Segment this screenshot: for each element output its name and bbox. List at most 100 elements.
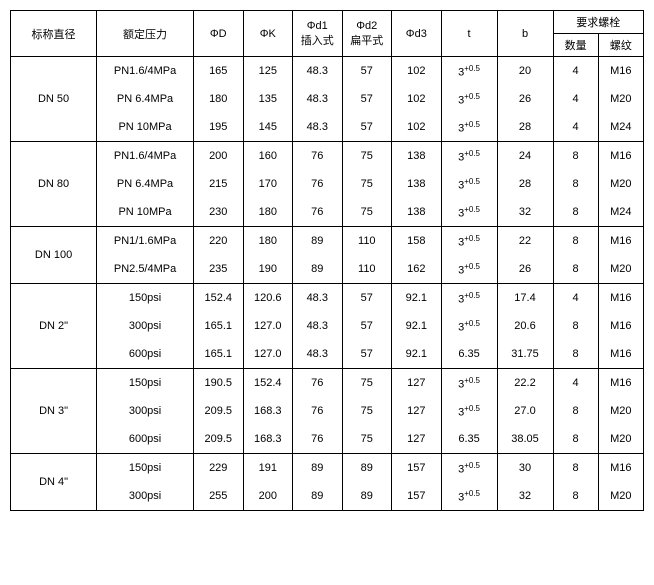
phiK-cell: 180 [243, 227, 293, 256]
b-cell: 26 [497, 85, 553, 113]
b-cell: 24 [497, 142, 553, 171]
b-cell: 20.6 [497, 312, 553, 340]
nominal-cell: DN 2" [11, 284, 97, 369]
thread-cell: M24 [598, 113, 643, 142]
t-cell: 3+0.5 [441, 255, 497, 284]
phiK-cell: 135 [243, 85, 293, 113]
phiD-cell: 209.5 [193, 397, 243, 425]
t-cell: 3+0.5 [441, 312, 497, 340]
phiD-cell: 255 [193, 482, 243, 511]
pressure-cell: 150psi [97, 284, 194, 313]
thread-cell: M20 [598, 425, 643, 454]
table-row: PN 6.4MPa18013548.3571023+0.5264M20 [11, 85, 644, 113]
t-cell: 3+0.5 [441, 113, 497, 142]
phid2-cell: 75 [342, 425, 392, 454]
pressure-cell: 300psi [97, 482, 194, 511]
phid2-cell: 75 [342, 170, 392, 198]
t-cell: 3+0.5 [441, 284, 497, 313]
table-row: 600psi209.5168.376751276.3538.058M20 [11, 425, 644, 454]
nominal-cell: DN 3" [11, 369, 97, 454]
table-body: DN 50PN1.6/4MPa16512548.3571023+0.5204M1… [11, 57, 644, 511]
phiD-cell: 235 [193, 255, 243, 284]
phid3-cell: 92.1 [392, 340, 442, 369]
pressure-cell: PN 6.4MPa [97, 85, 194, 113]
header-phiD: ΦD [193, 11, 243, 57]
phid3-cell: 138 [392, 170, 442, 198]
qty-cell: 8 [553, 425, 598, 454]
qty-cell: 8 [553, 340, 598, 369]
phid1-cell: 76 [293, 425, 343, 454]
t-cell: 6.35 [441, 425, 497, 454]
nominal-cell: DN 4" [11, 454, 97, 511]
t-cell: 3+0.5 [441, 142, 497, 171]
phid2-cell: 57 [342, 85, 392, 113]
table-row: 300psi165.1127.048.35792.13+0.520.68M16 [11, 312, 644, 340]
phiK-cell: 190 [243, 255, 293, 284]
phid2-cell: 75 [342, 397, 392, 425]
b-cell: 22.2 [497, 369, 553, 398]
table-row: 600psi165.1127.048.35792.16.3531.758M16 [11, 340, 644, 369]
phiK-cell: 145 [243, 113, 293, 142]
phid1-cell: 76 [293, 397, 343, 425]
thread-cell: M16 [598, 340, 643, 369]
thread-cell: M16 [598, 57, 643, 86]
pressure-cell: PN1.6/4MPa [97, 57, 194, 86]
phiK-cell: 180 [243, 198, 293, 227]
phiK-cell: 127.0 [243, 340, 293, 369]
header-thread: 螺纹 [598, 34, 643, 57]
b-cell: 26 [497, 255, 553, 284]
thread-cell: M20 [598, 170, 643, 198]
phiD-cell: 200 [193, 142, 243, 171]
b-cell: 28 [497, 113, 553, 142]
phid1-cell: 76 [293, 198, 343, 227]
phid2-cell: 57 [342, 113, 392, 142]
header-bolt: 要求螺栓 [553, 11, 644, 34]
t-cell: 3+0.5 [441, 227, 497, 256]
phiD-cell: 165.1 [193, 312, 243, 340]
phid1-cell: 89 [293, 255, 343, 284]
t-cell: 3+0.5 [441, 85, 497, 113]
phid2-cell: 89 [342, 482, 392, 511]
phiD-cell: 230 [193, 198, 243, 227]
b-cell: 28 [497, 170, 553, 198]
pressure-cell: PN 6.4MPa [97, 170, 194, 198]
qty-cell: 8 [553, 397, 598, 425]
table-row: DN 100PN1/1.6MPa220180891101583+0.5228M1… [11, 227, 644, 256]
phid1-cell: 48.3 [293, 340, 343, 369]
phid2-cell: 57 [342, 284, 392, 313]
pressure-cell: 600psi [97, 425, 194, 454]
qty-cell: 4 [553, 85, 598, 113]
pressure-cell: 150psi [97, 369, 194, 398]
phiD-cell: 152.4 [193, 284, 243, 313]
b-cell: 32 [497, 482, 553, 511]
phid3-cell: 127 [392, 425, 442, 454]
phid1-cell: 89 [293, 454, 343, 483]
qty-cell: 8 [553, 170, 598, 198]
t-cell: 3+0.5 [441, 57, 497, 86]
phiK-cell: 191 [243, 454, 293, 483]
table-row: DN 3"150psi190.5152.476751273+0.522.24M1… [11, 369, 644, 398]
t-cell: 3+0.5 [441, 170, 497, 198]
phid3-cell: 102 [392, 113, 442, 142]
phid1-cell: 89 [293, 227, 343, 256]
phid2-cell: 110 [342, 255, 392, 284]
qty-cell: 8 [553, 227, 598, 256]
phid2-cell: 57 [342, 57, 392, 86]
flange-spec-table: 标称直径 额定压力 ΦD ΦK Φd1 插入式 Φd2 扁平式 Φd3 t b … [10, 10, 644, 511]
phiK-cell: 170 [243, 170, 293, 198]
phid3-cell: 157 [392, 454, 442, 483]
phiD-cell: 190.5 [193, 369, 243, 398]
b-cell: 38.05 [497, 425, 553, 454]
thread-cell: M16 [598, 454, 643, 483]
b-cell: 20 [497, 57, 553, 86]
qty-cell: 8 [553, 482, 598, 511]
phid3-cell: 102 [392, 57, 442, 86]
phid3-cell: 157 [392, 482, 442, 511]
phid2-cell: 57 [342, 312, 392, 340]
phid1-cell: 76 [293, 142, 343, 171]
phid2-cell: 57 [342, 340, 392, 369]
pressure-cell: 600psi [97, 340, 194, 369]
qty-cell: 8 [553, 255, 598, 284]
table-row: DN 80PN1.6/4MPa20016076751383+0.5248M16 [11, 142, 644, 171]
thread-cell: M16 [598, 142, 643, 171]
